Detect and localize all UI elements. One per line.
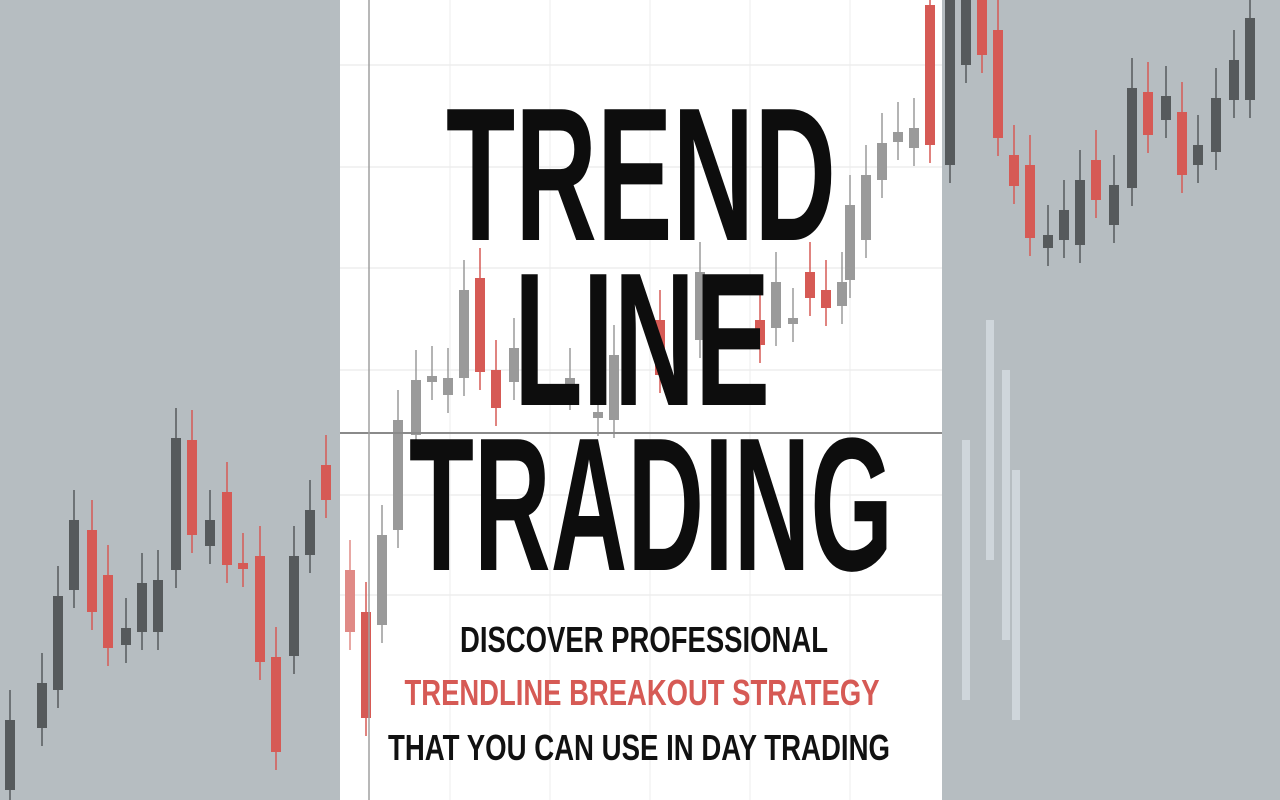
candle-body bbox=[238, 563, 248, 569]
candle-body bbox=[1025, 165, 1035, 238]
candle-body bbox=[443, 378, 453, 395]
candle-body bbox=[393, 420, 403, 530]
candle-body bbox=[1075, 180, 1085, 245]
candle-body bbox=[491, 370, 501, 408]
title-line: TRADING bbox=[409, 399, 893, 611]
ghost-candle bbox=[1012, 470, 1020, 720]
candle-body bbox=[961, 0, 971, 65]
candle-body bbox=[205, 520, 215, 546]
candle-body bbox=[305, 510, 315, 555]
candle-body bbox=[427, 376, 437, 382]
candle-body bbox=[321, 465, 331, 500]
candle-body bbox=[377, 535, 387, 625]
candle-body bbox=[1177, 112, 1187, 175]
subtitle-line: THAT YOU CAN USE IN DAY TRADING bbox=[388, 727, 890, 768]
candle-body bbox=[271, 657, 281, 752]
candle-body bbox=[821, 290, 831, 308]
candle-body bbox=[289, 556, 299, 656]
subtitle-line: TRENDLINE BREAKOUT STRATEGY bbox=[405, 672, 880, 713]
candle-body bbox=[509, 348, 519, 382]
candle-body bbox=[695, 272, 705, 340]
candle-body bbox=[788, 318, 798, 324]
candle-body bbox=[925, 5, 935, 145]
candle-body bbox=[1245, 18, 1255, 100]
candle-body bbox=[805, 272, 815, 298]
candle-body bbox=[837, 282, 847, 306]
title-line: TREND bbox=[446, 69, 836, 281]
candle-body bbox=[1161, 96, 1171, 120]
candle-body bbox=[655, 320, 665, 375]
candle-body bbox=[459, 290, 469, 378]
candle-body bbox=[187, 440, 197, 535]
candle-body bbox=[69, 520, 79, 590]
candle-body bbox=[945, 0, 955, 165]
grid bbox=[340, 0, 942, 800]
candle-body bbox=[1127, 88, 1137, 188]
title-line: LINE bbox=[514, 234, 770, 446]
candle-body bbox=[1043, 235, 1053, 248]
candle-body bbox=[771, 282, 781, 328]
candle-body bbox=[893, 132, 903, 142]
candle-body bbox=[255, 556, 265, 662]
candle-body bbox=[877, 143, 887, 180]
candle-body bbox=[53, 596, 63, 690]
candle-body bbox=[977, 0, 987, 55]
subtitle-line: DISCOVER PROFESSIONAL bbox=[460, 619, 828, 660]
candle-body bbox=[361, 612, 371, 718]
candle-body bbox=[909, 128, 919, 148]
candle-body bbox=[565, 378, 575, 392]
candle-body bbox=[593, 412, 603, 418]
candle-body bbox=[121, 628, 131, 645]
ghost-candle bbox=[1002, 370, 1010, 640]
candle-body bbox=[5, 720, 15, 790]
candle-body bbox=[475, 278, 485, 372]
candle-body bbox=[137, 583, 147, 632]
candle-body bbox=[993, 30, 1003, 138]
candle-body bbox=[609, 355, 619, 420]
candle-body bbox=[1229, 60, 1239, 100]
candle-body bbox=[1091, 160, 1101, 200]
ghost-candle bbox=[962, 440, 970, 700]
candle-body bbox=[345, 570, 355, 632]
candle-body bbox=[861, 175, 871, 240]
candle-body bbox=[1009, 155, 1019, 186]
candle-body bbox=[411, 380, 421, 435]
candle-body bbox=[1143, 92, 1153, 135]
candle-body bbox=[1109, 185, 1119, 225]
candle-body bbox=[755, 320, 765, 345]
candles bbox=[5, 0, 1255, 800]
candle-body bbox=[1193, 145, 1203, 165]
candle-body bbox=[1211, 98, 1221, 152]
candle-body bbox=[103, 575, 113, 648]
candle-body bbox=[845, 205, 855, 280]
center-panel bbox=[340, 0, 942, 800]
candle-body bbox=[37, 683, 47, 728]
candle-body bbox=[153, 580, 163, 632]
ghost-candle bbox=[986, 320, 994, 560]
candle-body bbox=[171, 438, 181, 570]
candle-body bbox=[222, 492, 232, 565]
candle-body bbox=[1059, 210, 1069, 240]
candle-body bbox=[87, 530, 97, 612]
